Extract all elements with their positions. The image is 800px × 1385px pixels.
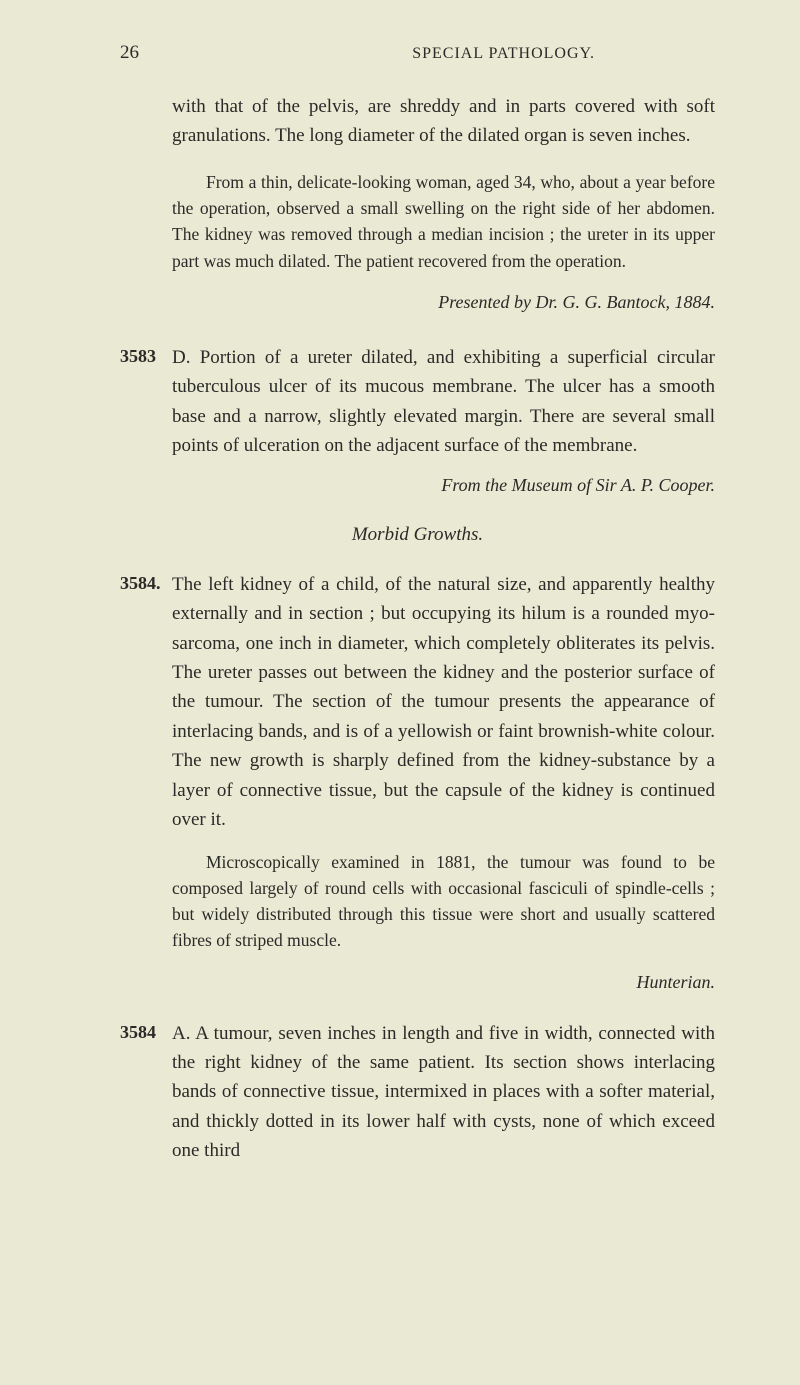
continuation-block: with that of the pelvis, are shreddy and… (120, 92, 715, 274)
entry-3583-text: 3583D. Portion of a ureter dilated, and … (172, 343, 715, 461)
entry-number: 3583 (120, 343, 172, 371)
entry-3584-note: Microscopically examined in 1881, the tu… (172, 849, 715, 954)
entry-3584: 3584.The left kidney of a child, of the … (120, 570, 715, 993)
entry-3583-from: From the Museum of Sir A. P. Cooper. (172, 475, 715, 496)
entry-3584-text: 3584.The left kidney of a child, of the … (172, 570, 715, 835)
header-title: SPECIAL PATHOLOGY. (412, 45, 595, 63)
entry-number: 3584. (120, 570, 172, 598)
intro-paragraph-1: with that of the pelvis, are shreddy and… (172, 92, 715, 151)
entry-3584a-text: 3584A. A tumour, seven inches in length … (172, 1019, 715, 1166)
section-heading: Morbid Growths. (120, 524, 715, 546)
page-number: 26 (120, 42, 139, 64)
page-header: 26 SPECIAL PATHOLOGY. (120, 42, 715, 64)
entry-3584a: 3584A. A tumour, seven inches in length … (120, 1019, 715, 1166)
presented-by: Presented by Dr. G. G. Bantock, 1884. (120, 292, 715, 313)
intro-paragraph-2: From a thin, delicate-looking woman, age… (172, 169, 715, 274)
entry-number: 3584 (120, 1019, 172, 1047)
entry-3583: 3583D. Portion of a ureter dilated, and … (120, 343, 715, 496)
entry-3584-attribution: Hunterian. (172, 972, 715, 993)
